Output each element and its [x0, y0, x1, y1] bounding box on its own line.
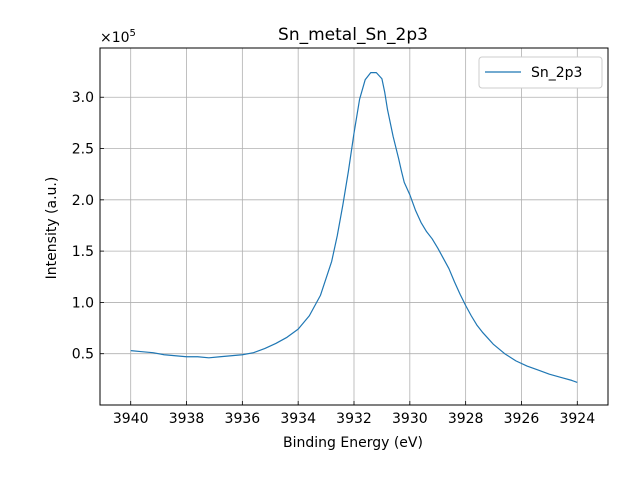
y-tick-label: 2.5: [72, 142, 94, 158]
chart-title: Sn_metal_Sn_2p3: [278, 25, 428, 45]
y-multiplier-exponent: 5: [130, 28, 136, 39]
x-tick-label: 3926: [504, 411, 540, 427]
y-multiplier-base: ×10: [100, 30, 130, 46]
legend-label-sn-2p3: Sn_2p3: [531, 65, 582, 81]
series-line-sn-2p3: [130, 72, 578, 383]
legend: Sn_2p3: [478, 56, 603, 89]
y-tick-label: 1.0: [72, 295, 94, 311]
y-tick-label: 0.5: [72, 347, 94, 363]
y-tick-label: 3.0: [72, 90, 94, 106]
x-tick-label: 3936: [225, 411, 261, 427]
grid: [100, 48, 608, 405]
ticks: 3940 3938 3936 3934 3932 3930 3928 3926 3924 0.5 1…: [72, 90, 595, 427]
y-tick-label: 1.5: [72, 244, 94, 260]
x-tick-label: 3940: [113, 411, 149, 427]
y-axis-label: Intensity (a.u.): [44, 177, 60, 280]
y-multiplier: ×105: [100, 28, 136, 46]
legend-box: [478, 56, 603, 89]
x-tick-label: 3932: [336, 411, 372, 427]
x-tick-label: 3930: [392, 411, 428, 427]
series-layer: [130, 72, 578, 383]
x-tick-label: 3938: [169, 411, 205, 427]
x-tick-label: 3934: [280, 411, 316, 427]
y-tick-label: 2.0: [72, 193, 94, 209]
x-tick-label: 3924: [559, 411, 595, 427]
x-tick-label: 3928: [448, 411, 484, 427]
x-axis-label: Binding Energy (eV): [283, 435, 423, 451]
